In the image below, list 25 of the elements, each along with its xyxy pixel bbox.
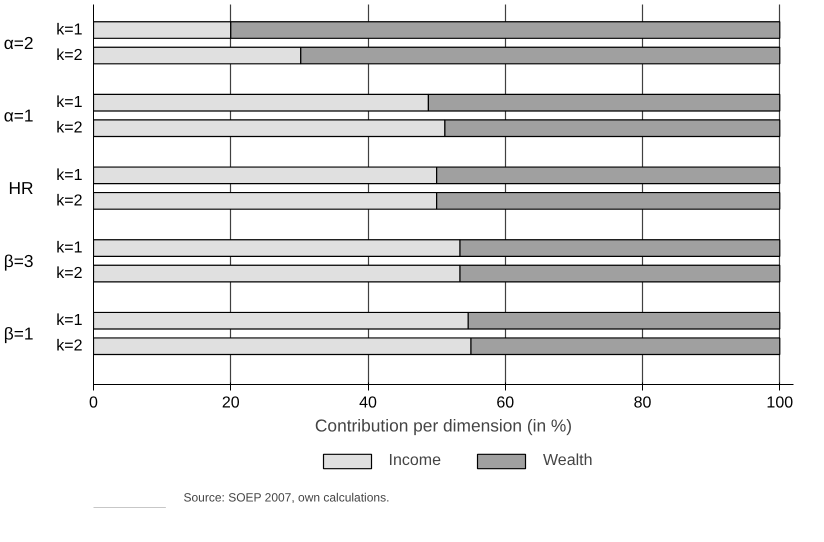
x-tick-label: 20 [222, 394, 240, 412]
text: HR [8, 178, 34, 198]
x-tick-label: 80 [634, 394, 652, 412]
x-tick-label: 0 [89, 394, 98, 412]
legend-label: Wealth [542, 452, 592, 470]
y-tick-label: k=1 [56, 240, 83, 257]
x-tick-label: 100 [766, 394, 794, 412]
legend-label: Income [388, 452, 441, 470]
text: α=1 [4, 105, 34, 126]
x-tick-label: 40 [359, 394, 378, 412]
text: β=1 [4, 323, 34, 344]
y-tick-label: k=1 [56, 312, 83, 330]
y-tick-label: k=2 [56, 120, 83, 137]
x-axis-title: Contribution per dimension (in %) [314, 416, 572, 436]
text: β=3 [4, 250, 34, 271]
source-note: Source: SOEP 2007, own calculations. [184, 490, 390, 504]
y-tick-label: k=1 [56, 94, 83, 112]
y-tick-label: k=2 [56, 338, 83, 355]
y-tick-label: k=2 [56, 47, 83, 64]
y-tick-label: k=1 [56, 22, 83, 39]
y-tick-label: k=2 [56, 192, 83, 210]
x-tick-label: 60 [496, 394, 514, 412]
y-tick-label: k=2 [56, 265, 83, 282]
y-tick-label: k=1 [56, 166, 83, 184]
text: α=2 [4, 32, 34, 53]
